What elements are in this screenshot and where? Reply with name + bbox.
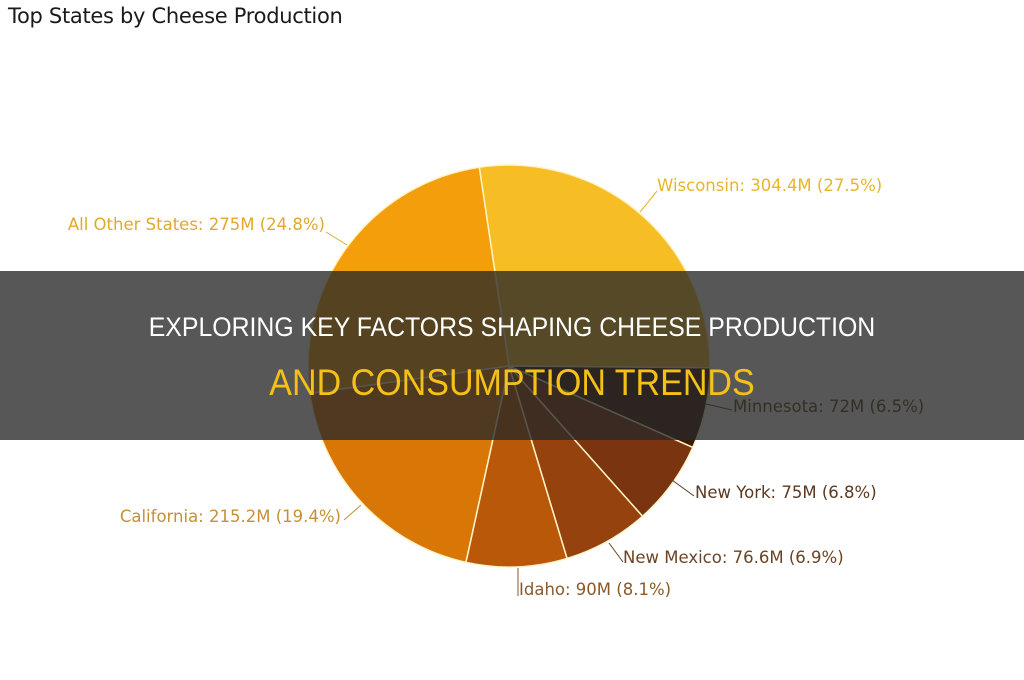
slice-label: New Mexico: 76.6M (6.9%) [623, 548, 844, 567]
headline-line-1: EXPLORING KEY FACTORS SHAPING CHEESE PRO… [148, 312, 876, 342]
headline-overlay [0, 271, 1024, 440]
chart-title: Top States by Cheese Production [8, 4, 343, 28]
pie-slice-idaho[interactable] [465, 363, 568, 568]
leader-line [608, 542, 624, 563]
leader-line [671, 479, 695, 497]
slice-label: New York: 75M (6.8%) [695, 483, 877, 502]
slice-label: Wisconsin: 304.4M (27.5%) [657, 176, 882, 195]
slice-labels: Wisconsin: 304.4M (27.5%)Minnesota: 72M … [68, 176, 924, 599]
slice-label: Idaho: 90M (8.1%) [519, 580, 671, 599]
leader-line [343, 504, 362, 521]
headline-line-2: AND CONSUMPTION TRENDS [269, 362, 755, 403]
slice-label: All Other States: 275M (24.8%) [68, 215, 325, 234]
leader-line [325, 231, 348, 246]
leader-line [639, 190, 658, 213]
slice-label: California: 215.2M (19.4%) [120, 507, 341, 526]
